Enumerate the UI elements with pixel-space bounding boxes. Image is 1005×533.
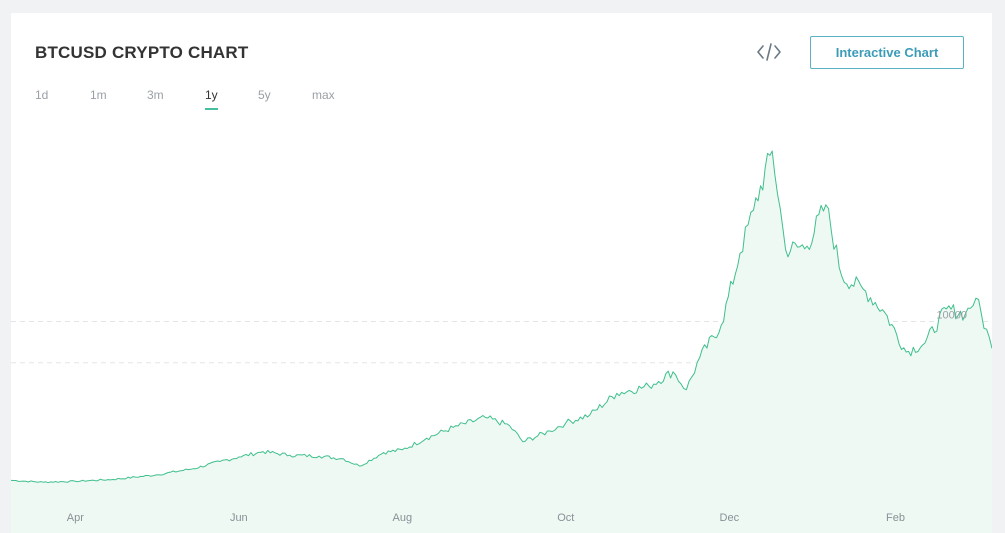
- chart-grid: [11, 320, 992, 364]
- embed-code-button[interactable]: [756, 41, 782, 63]
- interactive-chart-button[interactable]: Interactive Chart: [810, 36, 964, 69]
- code-icon: [757, 43, 781, 61]
- range-tab-1d[interactable]: 1d: [35, 88, 49, 102]
- y-axis: 10000: [936, 309, 967, 321]
- x-tick-label: Feb: [886, 512, 905, 524]
- x-tick-label: Oct: [557, 512, 574, 524]
- price-chart: 10000 Apr Jun Aug Oct Dec Feb: [11, 150, 992, 533]
- range-tab-3m[interactable]: 3m: [147, 88, 164, 102]
- x-axis: Apr Jun Aug Oct Dec Feb: [67, 512, 905, 524]
- x-tick-label: Dec: [720, 512, 740, 524]
- range-tab-1y[interactable]: 1y: [205, 88, 218, 110]
- x-tick-label: Jun: [230, 512, 248, 524]
- chart-title: BTCUSD CRYPTO CHART: [35, 43, 249, 62]
- price-area: [11, 151, 992, 533]
- chart-card: 10000 Apr Jun Aug Oct Dec Feb BTCUSD CRYPTO C…: [11, 13, 992, 533]
- price-line: [11, 150, 992, 484]
- x-tick-label: Aug: [393, 512, 413, 524]
- range-tab-max[interactable]: max: [312, 88, 335, 102]
- range-tab-1m[interactable]: 1m: [90, 88, 107, 102]
- x-tick-label: Apr: [67, 512, 84, 524]
- y-tick-label: 10000: [936, 309, 967, 321]
- range-tab-5y[interactable]: 5y: [258, 88, 271, 102]
